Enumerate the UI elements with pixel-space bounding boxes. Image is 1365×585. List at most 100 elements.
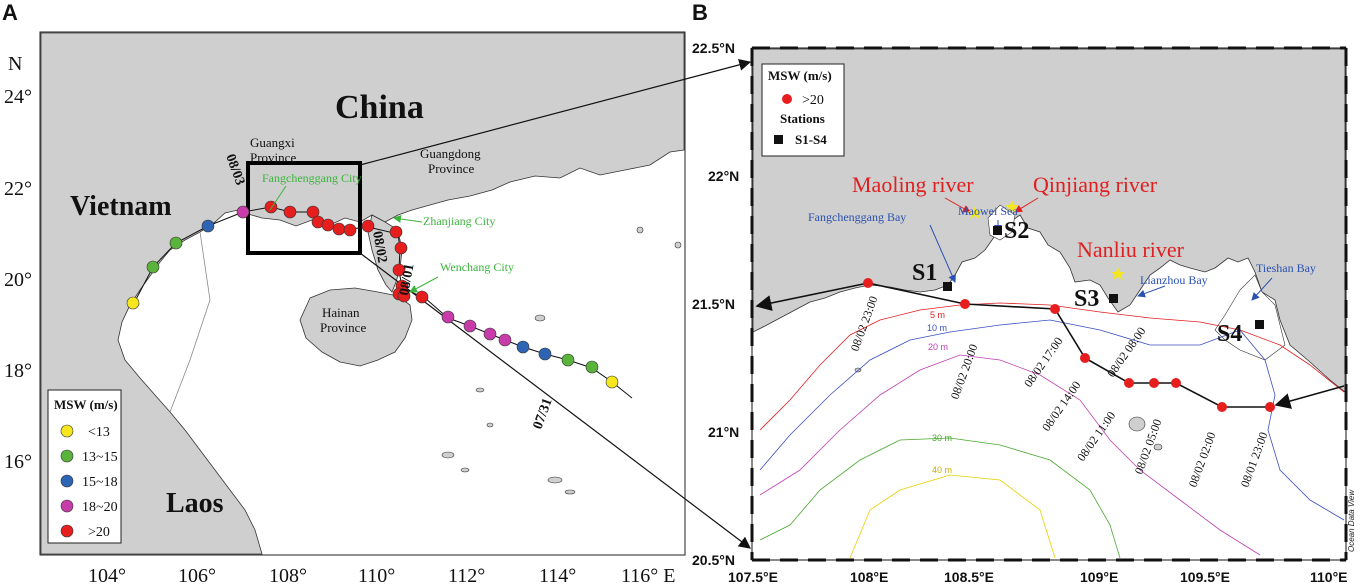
legend-b-station-swatch [774,135,783,144]
tick-b-lon-1085: 108.5°E [944,569,994,585]
map-b: 5 m 10 m 20 m 30 m 40 m 08/02 23:00 08/0… [751,47,1356,561]
qinjiang-pointer [1014,197,1039,213]
legend-a-label-3: 18~20 [82,500,118,515]
map-a: China Vietnam Laos Guangxi Province Guan… [39,31,752,556]
axis-b-lat: 22.5°N 22°N 21.5°N 21°N 20.5°N [692,40,739,568]
label-guangdong-2: Province [428,161,474,176]
isobath-30m [759,437,1121,559]
panel-b-letter: B [692,0,708,25]
legend-b-red-swatch [782,94,792,104]
label-laos: Laos [166,488,224,519]
tick-b-lat-225: 22.5°N [692,40,735,56]
legend-a-label-1: 13~15 [82,450,118,465]
label-hainan-2: Province [320,320,366,335]
water-tieshan [1214,274,1286,361]
label-guangxi-1: Guangxi [250,135,295,150]
lianzhou-pointer [1137,285,1166,298]
tick-a-lon-114: 114° [539,565,576,585]
isobath-label-30m: 30 m [932,433,952,443]
isobath-label-10m: 10 m [927,323,947,333]
fangchenggang-pointer [269,185,287,211]
tick-a-lon-110: 110° [358,565,395,585]
credit-odv: Ocean Data View [1347,489,1356,552]
isobath-5m [759,302,1345,431]
station-s1-marker [943,282,952,291]
track-dots-b [863,278,1275,412]
wenchang-pointer [409,276,439,293]
station-s2-label: S2 [1004,218,1029,244]
track-date-0802: 08/02 [369,230,389,264]
tick-a-lat-16: 16° [4,451,32,473]
label-qinjiang-river: Qinjiang river [1033,172,1158,197]
label-hainan-1: Hainan [322,305,360,320]
isobath-label-5m: 5 m [930,310,945,320]
inset-box [246,161,362,255]
tick-a-lat-22: 22° [4,178,32,200]
maoling-pointer [944,197,971,213]
legend-a-title: MSW (m/s) [54,397,118,412]
isobath-label-20m: 20 m [928,342,948,352]
station-s4-marker [1255,320,1264,329]
tick-b-lat-215: 21.5°N [692,296,735,312]
typhoon-track-a [132,206,633,399]
label-guangxi-2: Province [250,150,296,165]
legend-a-label-4: >20 [88,525,110,540]
legend-a: MSW (m/s) <13 13~15 15~18 18~20 >20 [47,389,122,544]
tick-a-lon-116: 116° E [621,565,675,585]
border-line [169,231,211,413]
tick-b-lat-21: 21°N [708,424,739,440]
legend-a-swatch-0 [60,424,74,438]
station-s1-label: S1 [912,260,937,286]
track-date-0801: 08/01 [397,263,417,297]
label-lianzhou-bay: Lianzhou Bay [1140,273,1208,287]
fangchenggang-bay-pointer [929,224,956,283]
tick-b-lon-1095: 109.5°E [1180,569,1230,585]
tick-a-lon-108: 108° [269,565,307,585]
river-mouth-stars [968,200,1125,280]
track-dots-a [126,200,619,389]
label-fangchenggang-city: Fangchenggang City [262,171,362,185]
track-exit-arrow [755,282,869,311]
tieshan-pointer [1251,277,1273,301]
islands-a [441,226,682,495]
map-b-dashed-border [750,46,1348,562]
tick-a-lon-106: 106° [178,565,216,585]
legend-b-stations-label: S1-S4 [795,132,827,147]
label-zhanjiang-city: Zhanjiang City [423,214,495,228]
label-tieshan-bay: Tieshan Bay [1256,261,1316,275]
tick-a-lat-18: 18° [4,360,32,382]
station-s2-marker [993,226,1002,235]
tick-b-lat-22: 22°N [708,168,739,184]
label-fangchenggang-bay: Fangchenggang Bay [808,210,906,224]
label-maoling-river: Maoling river [852,172,974,197]
legend-a-swatch-3 [60,499,74,513]
tick-a-lat-20: 20° [4,269,32,291]
legend-a-label-0: <13 [88,425,110,440]
legend-b-stations-title: Stations [780,111,825,126]
isobath-10m [759,319,1345,521]
inset-line-top [359,58,752,166]
tick-a-lon-104: 104° [88,565,126,585]
legend-b-red-label: >20 [802,93,824,108]
legend-b-title: MSW (m/s) [768,68,832,83]
label-guangdong-1: Guangdong [420,146,481,161]
zhanjiang-pointer [393,215,423,223]
isobath-20m [759,354,1261,556]
track-entry-arrow [1274,385,1345,409]
station-s3-label: S3 [1074,286,1099,312]
panel-a-letter: A [2,0,18,25]
isobath-label-40m: 40 m [932,465,952,475]
legend-a-swatch-1 [60,449,74,463]
tick-b-lon-110: 110°E [1310,569,1348,585]
label-maowei-sea: Maowei Sea [958,204,1018,218]
tick-a-lat-24: 24° [4,86,32,108]
tick-b-lat-205: 20.5°N [692,552,735,568]
station-s3-marker [1109,294,1118,303]
axis-a-lon: 104° 106° 108° 110° 112° 114° 116° E [88,565,675,585]
legend-a-swatch-2 [60,474,74,488]
label-china: China [335,89,424,126]
isobath-40m [849,474,1056,559]
north-label: N [8,53,22,75]
legend-a-box [47,389,122,544]
label-vietnam: Vietnam [70,191,172,222]
